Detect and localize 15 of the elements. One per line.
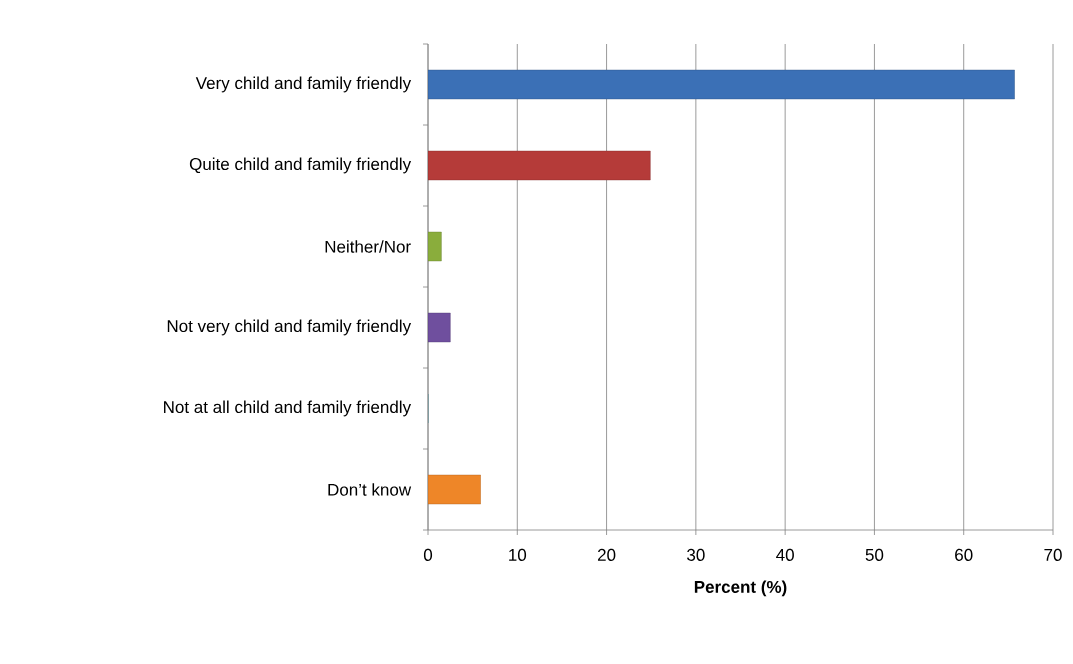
y-tick-label: Not very child and family friendly (167, 319, 412, 336)
x-axis-title: Percent (%) (694, 580, 787, 597)
x-tick-label: 20 (597, 548, 616, 561)
x-tick-label: 30 (687, 548, 705, 561)
x-tick-label: 40 (776, 548, 794, 561)
x-tick-label: 50 (865, 548, 884, 561)
y-tick-label: Not at all child and family friendly (164, 400, 412, 417)
y-tick-label: Don’t know (328, 483, 412, 496)
y-tick-label: Very child and family friendly (195, 76, 412, 93)
x-tick-label: 0 (423, 548, 433, 561)
x-tick-label: 10 (509, 548, 527, 561)
x-tick-label: 70 (1044, 548, 1062, 561)
x-tick-label: 60 (955, 548, 973, 561)
y-tick-label: Quite child and family friendly (189, 157, 412, 174)
y-tick-label: Neither/Nor (325, 240, 411, 253)
